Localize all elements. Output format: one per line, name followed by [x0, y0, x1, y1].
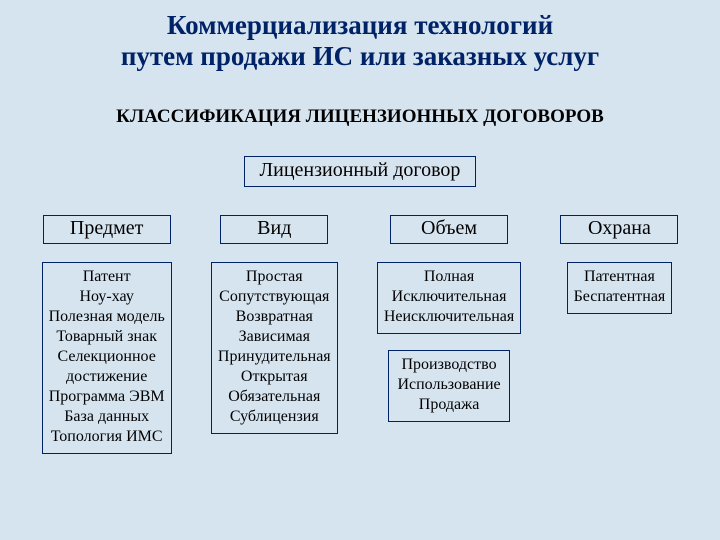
- list-item: Использование: [397, 375, 500, 395]
- column-header-vid: Вид: [220, 215, 328, 244]
- column-body-ohrana: Патентная Беспатентная: [567, 262, 673, 314]
- column-header-predmet: Предмет: [43, 215, 171, 244]
- list-item: Беспатентная: [574, 287, 666, 307]
- columns-row: Предмет Патент Ноу-хау Полезная модель Т…: [0, 215, 720, 454]
- list-item: Продажа: [397, 395, 500, 415]
- list-item: Ноу-хау: [49, 287, 165, 307]
- list-item: Неисключительная: [384, 307, 514, 327]
- list-item: Принудительная: [218, 347, 331, 367]
- list-item: Производство: [397, 355, 500, 375]
- column-vid: Вид Простая Сопутствующая Возвратная Зав…: [211, 215, 338, 454]
- list-item: Обязательная: [218, 387, 331, 407]
- list-item: Исключительная: [384, 287, 514, 307]
- list-item: Селекционное: [49, 347, 165, 367]
- list-item: База данных: [49, 407, 165, 427]
- list-item: Полная: [384, 267, 514, 287]
- column-body-objem-2: Производство Использование Продажа: [388, 350, 509, 422]
- list-item: Товарный знак: [49, 327, 165, 347]
- list-item: Возвратная: [218, 307, 331, 327]
- list-item: Открытая: [218, 367, 331, 387]
- title-line-1: Коммерциализация технологий: [167, 10, 553, 40]
- list-item: Сублицензия: [218, 407, 331, 427]
- column-predmet: Предмет Патент Ноу-хау Полезная модель Т…: [42, 215, 172, 454]
- list-item: достижение: [49, 367, 165, 387]
- column-body-vid: Простая Сопутствующая Возвратная Зависим…: [211, 262, 338, 434]
- list-item: Программа ЭВМ: [49, 387, 165, 407]
- column-ohrana: Охрана Патентная Беспатентная: [560, 215, 678, 454]
- list-item: Топология ИМС: [49, 427, 165, 447]
- column-header-ohrana: Охрана: [560, 215, 678, 244]
- column-header-objem: Объем: [390, 215, 508, 244]
- column-body-objem-1: Полная Исключительная Неисключительная: [377, 262, 521, 334]
- list-item: Зависимая: [218, 327, 331, 347]
- root-node: Лицензионный договор: [244, 156, 476, 187]
- page-title: Коммерциализация технологий путем продаж…: [0, 0, 720, 76]
- list-item: Патент: [49, 267, 165, 287]
- title-line-2: путем продажи ИС или заказных услуг: [121, 41, 599, 71]
- column-objem: Объем Полная Исключительная Неисключител…: [377, 215, 521, 454]
- list-item: Сопутствующая: [218, 287, 331, 307]
- list-item: Полезная модель: [49, 307, 165, 327]
- list-item: Патентная: [574, 267, 666, 287]
- page-subtitle: КЛАССИФИКАЦИЯ ЛИЦЕНЗИОННЫХ ДОГОВОРОВ: [0, 106, 720, 128]
- list-item: Простая: [218, 267, 331, 287]
- column-body-predmet: Патент Ноу-хау Полезная модель Товарный …: [42, 262, 172, 454]
